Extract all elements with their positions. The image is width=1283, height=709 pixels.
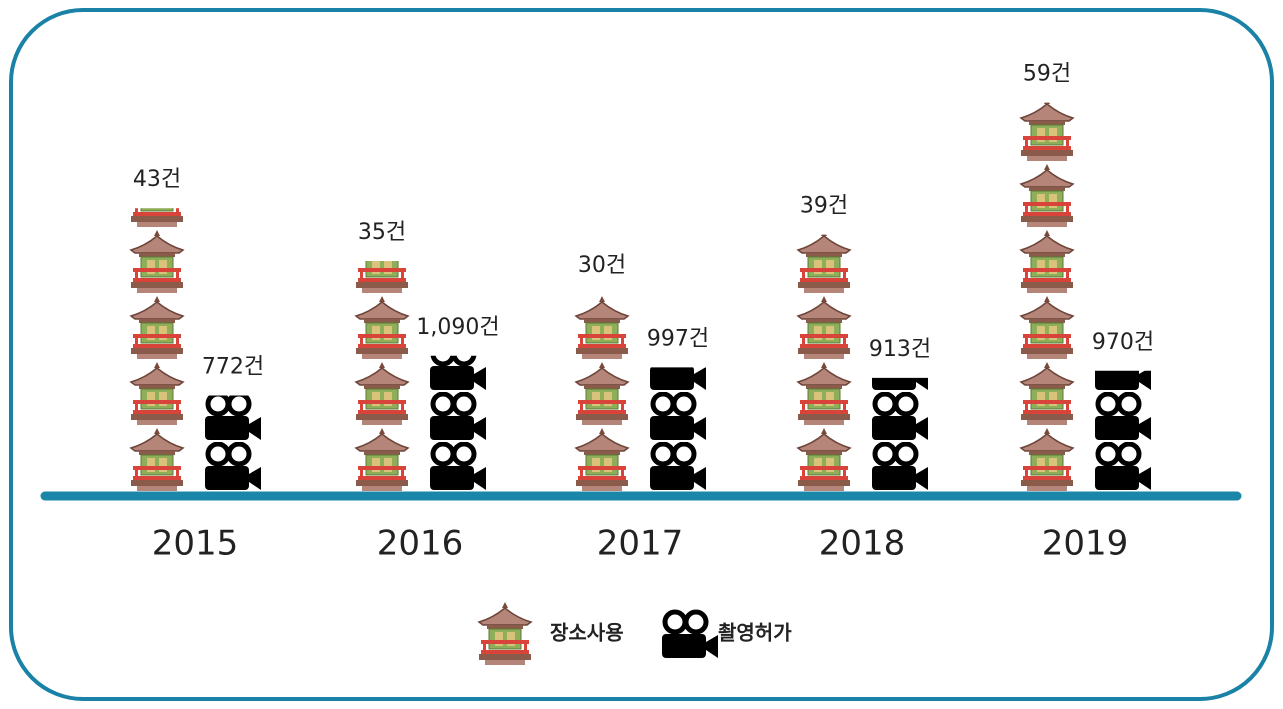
x-tick-label: 2015	[152, 524, 239, 564]
value-label: 43건	[133, 167, 181, 192]
x-tick-label: 2018	[819, 524, 906, 564]
legend-label: 장소사용	[550, 621, 624, 645]
value-label: 772건	[202, 355, 264, 380]
legend-icon	[479, 602, 531, 665]
pictogram-bar	[572, 294, 632, 492]
legend-icon	[662, 612, 718, 658]
x-tick-label: 2016	[377, 524, 464, 564]
pictogram-bar	[203, 396, 263, 493]
value-label: 970건	[1092, 330, 1154, 355]
value-label: 59건	[1023, 62, 1071, 87]
pictogram-bar	[428, 356, 488, 492]
value-label: 997건	[647, 326, 709, 351]
pictogram-bar	[1093, 371, 1153, 492]
chart: 장소사용 촬영허가 2015 43건 772건 2016 35건 1,090건 2017 30…	[0, 0, 1283, 709]
value-label: 30건	[578, 253, 626, 278]
x-tick-label: 2017	[597, 524, 684, 564]
pictogram-bar	[648, 367, 708, 492]
page: {"chart_data": {"type": "pictogram", "ca…	[0, 0, 1283, 709]
pictogram-bar	[794, 235, 854, 492]
value-label: 39건	[800, 194, 848, 219]
pictogram-bar	[1017, 103, 1077, 492]
pictogram-bar	[870, 378, 930, 492]
legend-label: 촬영허가	[718, 621, 792, 645]
x-tick-label: 2019	[1042, 524, 1129, 564]
value-label: 35건	[358, 220, 406, 245]
frame	[11, 10, 1272, 699]
pictogram-bar	[352, 261, 412, 492]
value-label: 1,090건	[416, 315, 499, 340]
pictogram-bar	[127, 208, 187, 492]
legend: 장소사용 촬영허가	[479, 602, 792, 665]
value-label: 913건	[869, 337, 931, 362]
